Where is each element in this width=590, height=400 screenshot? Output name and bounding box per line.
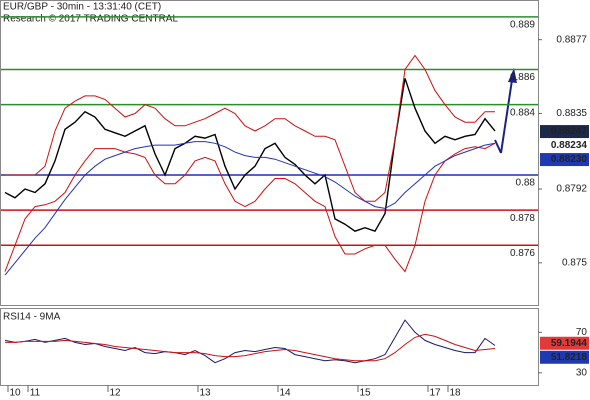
chart-title: EUR/GBP - 30min - 13:31:40 (CET): [3, 2, 161, 13]
level-label: 0.889: [510, 19, 535, 30]
y-tick-label: 30: [576, 367, 588, 378]
x-tick-label: 14: [279, 388, 291, 399]
price-label-box: [540, 336, 589, 350]
level-label: 0.886: [510, 72, 535, 83]
x-tick-label: 13: [199, 388, 211, 399]
series-line: [5, 54, 495, 202]
x-tick-label: 11: [30, 388, 41, 399]
price-panel: [0, 0, 539, 306]
x-tick-label: 10: [9, 388, 21, 399]
level-label: 0.876: [510, 248, 535, 259]
arrow-head: [508, 68, 517, 83]
forecast-segment: [494, 139, 502, 154]
chart-subtitle: Research © 2017 TRADING CENTRAL: [3, 14, 178, 25]
series-line: [4, 141, 496, 276]
y-tick-label: 0.875: [562, 257, 587, 268]
price-label-box: [540, 125, 589, 139]
x-tick-label: 12: [109, 388, 121, 399]
x-tick-label: 15: [359, 388, 371, 399]
price-label-box: [540, 350, 589, 364]
series-line: [5, 333, 496, 362]
price-label: 0.88230: [551, 154, 588, 165]
y-tick-label: 0.8835: [556, 108, 587, 119]
price-label-box: [540, 153, 589, 167]
y-tick-label: 0.8877: [556, 34, 587, 45]
series-line: [4, 319, 496, 364]
price-label: 0.88247: [551, 126, 588, 137]
x-tick-label: 17: [429, 388, 441, 399]
series-line: [4, 78, 496, 233]
level-label: 0.884: [510, 107, 535, 118]
rsi-panel: [0, 308, 539, 386]
price-label: 59.1944: [551, 338, 588, 349]
price-label: 0.88234: [551, 140, 588, 151]
x-tick-label: 18: [449, 388, 461, 399]
price-label-box: [540, 139, 589, 153]
forecast-segment: [500, 79, 513, 154]
y-tick-label: 70: [576, 327, 588, 338]
level-label: 0.88: [516, 178, 536, 189]
price-label: 51.8218: [551, 352, 588, 363]
rsi-title: RSI14 - 9MA: [3, 312, 61, 323]
forecast-arrow: [494, 68, 517, 154]
level-label: 0.878: [510, 213, 535, 224]
series-line: [4, 142, 496, 273]
y-tick-label: 0.8792: [556, 184, 587, 195]
